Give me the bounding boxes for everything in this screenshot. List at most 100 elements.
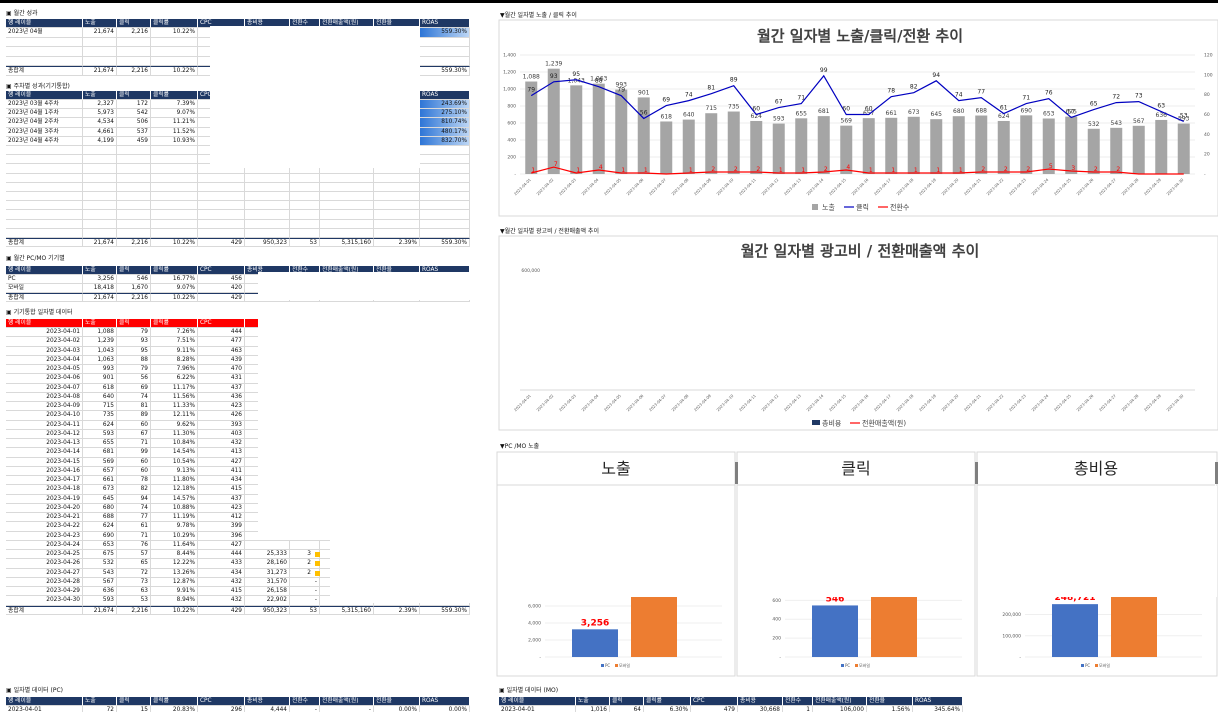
line-value-label: 79 bbox=[617, 87, 625, 94]
table-cell bbox=[6, 56, 83, 66]
y-tick-label: - bbox=[539, 656, 541, 661]
table-cell: 21,674 bbox=[83, 66, 117, 76]
bar bbox=[525, 81, 538, 174]
table-cell bbox=[290, 210, 320, 220]
y-tick-label: 600 bbox=[772, 598, 781, 604]
line-value-label: 2 bbox=[756, 166, 760, 173]
legend-label: PC bbox=[605, 663, 610, 668]
table-cell: 2023-04-02 bbox=[6, 337, 83, 347]
table-cell: 93 bbox=[117, 337, 151, 347]
table-cell: 77 bbox=[117, 513, 151, 523]
line-value-label: 1 bbox=[689, 167, 693, 174]
table-cell: 735 bbox=[83, 411, 117, 421]
table-cell: 2023-04-05 bbox=[6, 365, 83, 375]
table-cell: 546 bbox=[117, 275, 151, 284]
line-value-label: 2 bbox=[1116, 166, 1120, 173]
table-cell: 2,216 bbox=[117, 605, 151, 615]
header-cell: 노출 bbox=[83, 266, 117, 275]
line-value-label: 94 bbox=[932, 72, 940, 79]
line-value-label: 2 bbox=[981, 166, 985, 173]
header-cell: 클릭률 bbox=[151, 319, 198, 328]
table-cell: 21,674 bbox=[83, 238, 117, 248]
blank-overlay bbox=[738, 486, 974, 597]
table-cell bbox=[420, 182, 470, 192]
bar bbox=[1065, 116, 1078, 174]
table-cell bbox=[151, 219, 198, 229]
bar-value-label: 993 bbox=[616, 82, 628, 89]
table-cell bbox=[83, 201, 117, 211]
table-cell: 1,670 bbox=[117, 284, 151, 293]
table-cell: 444 bbox=[198, 328, 245, 338]
table-cell: 688 bbox=[83, 513, 117, 523]
table-cell bbox=[290, 201, 320, 211]
table-cell: 8.28% bbox=[151, 355, 198, 365]
table-cell: 653 bbox=[83, 540, 117, 550]
table-cell: 65 bbox=[117, 559, 151, 569]
table-cell: 2023-04-28 bbox=[6, 577, 83, 587]
table-cell: 2023-04-15 bbox=[6, 457, 83, 467]
table-cell bbox=[420, 146, 470, 156]
table-cell: 429 bbox=[198, 605, 245, 615]
table-cell: 559.30% bbox=[420, 28, 470, 38]
blank-overlay bbox=[258, 316, 470, 540]
table-cell bbox=[198, 201, 245, 211]
y2-tick-label: 40 bbox=[1204, 132, 1210, 138]
table-cell: 427 bbox=[198, 457, 245, 467]
y-tick-label: 200,000 bbox=[1002, 612, 1021, 618]
table-cell: 11.17% bbox=[151, 383, 198, 393]
table-cell bbox=[6, 47, 83, 57]
header-cell: CPC bbox=[691, 697, 738, 706]
table-cell: 10.22% bbox=[151, 238, 198, 248]
bar-value-label: 569 bbox=[841, 118, 853, 125]
y2-tick-label: 20 bbox=[1204, 152, 1210, 158]
table-cell: 172 bbox=[117, 100, 151, 110]
table-cell bbox=[420, 173, 470, 183]
table-cell: PC bbox=[6, 275, 83, 284]
table-cell: 10.22% bbox=[151, 605, 198, 615]
y-tick-label: 200 bbox=[507, 155, 516, 161]
table-cell bbox=[151, 182, 198, 192]
table-cell bbox=[245, 164, 290, 174]
table-cell: 2023-04-09 bbox=[6, 402, 83, 412]
table-cell: 655 bbox=[83, 439, 117, 449]
table-cell bbox=[151, 146, 198, 156]
bar bbox=[930, 119, 943, 174]
table-cell bbox=[420, 219, 470, 229]
table-cell: 5,973 bbox=[83, 109, 117, 119]
line-value-label: 93 bbox=[550, 73, 558, 80]
table-cell: 11.19% bbox=[151, 513, 198, 523]
table-cell bbox=[245, 540, 290, 550]
data-bar bbox=[315, 561, 320, 567]
table-cell bbox=[245, 192, 290, 202]
table-cell bbox=[245, 219, 290, 229]
table-cell: 67 bbox=[117, 429, 151, 439]
y-tick-label: 4,000 bbox=[528, 621, 541, 627]
bar-value-label: 657 bbox=[863, 110, 875, 117]
table-cell: 9.78% bbox=[151, 522, 198, 532]
table-cell: 94 bbox=[117, 494, 151, 504]
table-cell bbox=[374, 173, 420, 183]
table-cell bbox=[151, 47, 198, 57]
legend-label: PC bbox=[845, 663, 850, 668]
bar-value-label: 661 bbox=[886, 110, 898, 117]
panel-marker bbox=[1215, 462, 1218, 484]
header-cell: 노출 bbox=[576, 697, 610, 706]
bar-value-label: 1,088 bbox=[523, 74, 540, 81]
table-cell: 427 bbox=[198, 540, 245, 550]
table-cell bbox=[117, 164, 151, 174]
line-value-label: 71 bbox=[1022, 95, 1030, 102]
bar-value-label: 567 bbox=[1133, 118, 1145, 125]
table-cell: 12.18% bbox=[151, 485, 198, 495]
table-cell bbox=[151, 37, 198, 47]
legend-label: 총비용 bbox=[822, 419, 842, 428]
bar-value-label: 248,721 bbox=[1055, 593, 1096, 603]
table-cell: 10.22% bbox=[151, 28, 198, 38]
table-cell bbox=[290, 173, 320, 183]
header-cell: 전환율 bbox=[867, 697, 913, 706]
table-cell bbox=[374, 182, 420, 192]
y-tick-label: 6,000 bbox=[528, 604, 541, 610]
line-value-label: 2 bbox=[1026, 166, 1030, 173]
table-cell: 396 bbox=[198, 531, 245, 541]
table-cell: 2023-04-08 bbox=[6, 392, 83, 402]
line-value-label: 95 bbox=[572, 71, 580, 78]
